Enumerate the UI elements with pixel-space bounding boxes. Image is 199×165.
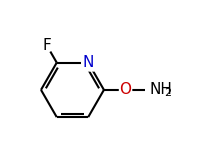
- Text: N: N: [83, 55, 94, 70]
- Text: O: O: [120, 82, 132, 97]
- Text: NH: NH: [149, 82, 172, 97]
- Text: F: F: [43, 38, 51, 53]
- Text: 2: 2: [164, 88, 171, 98]
